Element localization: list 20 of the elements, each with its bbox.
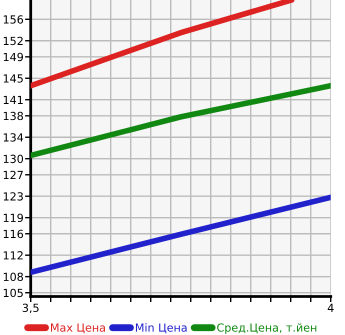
y-tick-label: 130: [4, 154, 24, 164]
y-tick-label: 152: [4, 36, 23, 46]
y-tick-label: 145: [4, 74, 23, 83]
x-tick-label: 4: [328, 304, 334, 312]
y-tick-label: 138: [4, 112, 23, 120]
legend-label: Сред.Цена, т.йен: [217, 323, 316, 334]
legend-label: Max Цена: [51, 323, 105, 334]
y-tick-label: 123: [4, 192, 23, 201]
x-tick-label: 3,5: [22, 304, 39, 314]
y-tick-label: 119: [4, 214, 23, 222]
y-tick-label: 141: [4, 96, 23, 104]
legend-label: Min Цена: [136, 323, 187, 334]
y-tick-label: 134: [4, 133, 24, 142]
y-tick-label: 105: [4, 288, 23, 298]
y-tick-label: 127: [4, 170, 23, 179]
y-tick-label: 108: [4, 272, 23, 282]
y-tick-label: 112: [4, 251, 23, 260]
y-tick-label: 116: [4, 230, 24, 238]
y-tick-label: 156: [4, 15, 24, 24]
y-tick-label: 149: [4, 52, 23, 62]
